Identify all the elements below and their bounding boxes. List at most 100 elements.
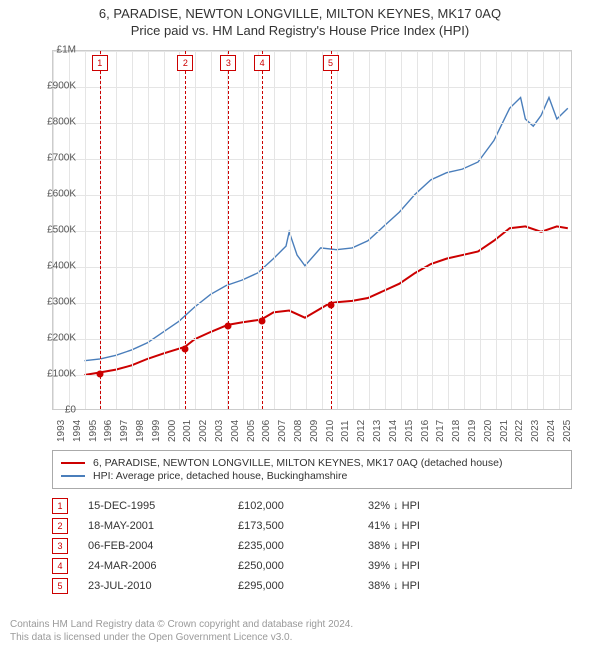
gridline-v <box>353 51 354 409</box>
gridline-h <box>53 267 571 268</box>
sale-date: 23-JUL-2010 <box>88 580 238 592</box>
gridline-h <box>53 195 571 196</box>
x-tick-label: 2021 <box>499 420 510 442</box>
sales-table: 115-DEC-1995£102,00032% ↓ HPI 2 18-MAY-200… <box>52 496 572 596</box>
legend: 6, PARADISE, NEWTON LONGVILLE, MILTON KE… <box>52 450 572 489</box>
sale-marker: 2 <box>177 55 193 71</box>
y-tick-label: £300K <box>47 297 76 308</box>
sale-index-box: 2 <box>52 518 68 534</box>
y-tick-label: £400K <box>47 261 76 272</box>
sale-pct-vs-hpi: 41% ↓ HPI <box>368 520 488 532</box>
sale-index-box: 4 <box>52 558 68 574</box>
gridline-v <box>527 51 528 409</box>
gridline-h <box>53 375 571 376</box>
sale-price: £250,000 <box>238 560 368 572</box>
x-tick-label: 1996 <box>103 420 114 442</box>
gridline-v <box>417 51 418 409</box>
footer-line-2: This data is licensed under the Open Gov… <box>10 631 353 644</box>
gridline-v <box>116 51 117 409</box>
chart-svg <box>53 51 571 409</box>
gridline-v <box>496 51 497 409</box>
sale-marker: 3 <box>220 55 236 71</box>
gridline-v <box>195 51 196 409</box>
sale-index-box: 1 <box>52 498 68 514</box>
x-tick-label: 1998 <box>135 420 146 442</box>
y-tick-label: £1M <box>57 45 76 56</box>
legend-swatch-hpi <box>61 475 85 477</box>
footer-line-1: Contains HM Land Registry data © Crown c… <box>10 618 353 631</box>
sale-pct-vs-hpi: 32% ↓ HPI <box>368 500 488 512</box>
gridline-v <box>290 51 291 409</box>
gridline-v <box>85 51 86 409</box>
x-tick-label: 1997 <box>119 420 130 442</box>
y-tick-label: £800K <box>47 117 76 128</box>
x-tick-label: 2000 <box>167 420 178 442</box>
y-tick-label: £0 <box>65 405 76 416</box>
gridline-v <box>448 51 449 409</box>
gridline-v <box>559 51 560 409</box>
gridline-v <box>164 51 165 409</box>
gridline-v <box>432 51 433 409</box>
x-tick-label: 2011 <box>340 420 351 442</box>
y-tick-label: £100K <box>47 369 76 380</box>
legend-item-property: 6, PARADISE, NEWTON LONGVILLE, MILTON KE… <box>61 457 563 469</box>
sale-vline <box>185 51 186 409</box>
x-tick-label: 2007 <box>277 420 288 442</box>
sale-price: £235,000 <box>238 540 368 552</box>
x-tick-label: 2014 <box>388 420 399 442</box>
sale-dot <box>259 318 266 325</box>
sale-marker: 5 <box>323 55 339 71</box>
x-tick-label: 2025 <box>562 420 573 442</box>
y-tick-label: £200K <box>47 333 76 344</box>
gridline-h <box>53 339 571 340</box>
price-chart: 12345 <box>52 50 572 410</box>
y-tick-label: £500K <box>47 225 76 236</box>
gridline-v <box>306 51 307 409</box>
x-tick-label: 2003 <box>214 420 225 442</box>
gridline-v <box>274 51 275 409</box>
gridline-v <box>243 51 244 409</box>
x-tick-label: 2024 <box>546 420 557 442</box>
sale-date: 06-FEB-2004 <box>88 540 238 552</box>
x-tick-label: 2005 <box>246 420 257 442</box>
sale-vline <box>100 51 101 409</box>
sale-date: 18-MAY-2001 <box>88 520 238 532</box>
legend-item-hpi: HPI: Average price, detached house, Buck… <box>61 470 563 482</box>
x-tick-label: 2016 <box>420 420 431 442</box>
x-tick-label: 2022 <box>514 420 525 442</box>
gridline-v <box>258 51 259 409</box>
x-tick-label: 2004 <box>230 420 241 442</box>
table-row: 2 18-MAY-2001£173,50041% ↓ HPI <box>52 516 572 536</box>
gridline-v <box>401 51 402 409</box>
x-tick-label: 2006 <box>261 420 272 442</box>
y-tick-label: £600K <box>47 189 76 200</box>
x-tick-label: 1999 <box>151 420 162 442</box>
gridline-v <box>385 51 386 409</box>
sale-price: £173,500 <box>238 520 368 532</box>
sale-date: 24-MAR-2006 <box>88 560 238 572</box>
table-row: 424-MAR-2006£250,00039% ↓ HPI <box>52 556 572 576</box>
footer-attribution: Contains HM Land Registry data © Crown c… <box>10 618 353 644</box>
gridline-v <box>543 51 544 409</box>
legend-label-hpi: HPI: Average price, detached house, Buck… <box>93 470 347 482</box>
sale-vline <box>228 51 229 409</box>
gridline-v <box>337 51 338 409</box>
gridline-v <box>132 51 133 409</box>
gridline-h <box>53 303 571 304</box>
gridline-h <box>53 159 571 160</box>
x-tick-label: 1994 <box>72 420 83 442</box>
gridline-v <box>322 51 323 409</box>
sale-pct-vs-hpi: 38% ↓ HPI <box>368 540 488 552</box>
x-tick-label: 2018 <box>451 420 462 442</box>
gridline-h <box>53 51 571 52</box>
gridline-h <box>53 87 571 88</box>
x-tick-label: 2020 <box>483 420 494 442</box>
gridline-v <box>480 51 481 409</box>
sale-price: £102,000 <box>238 500 368 512</box>
sale-index-box: 3 <box>52 538 68 554</box>
x-tick-label: 2013 <box>372 420 383 442</box>
table-row: 115-DEC-1995£102,00032% ↓ HPI <box>52 496 572 516</box>
x-tick-label: 2012 <box>356 420 367 442</box>
gridline-v <box>179 51 180 409</box>
x-tick-label: 2001 <box>182 420 193 442</box>
